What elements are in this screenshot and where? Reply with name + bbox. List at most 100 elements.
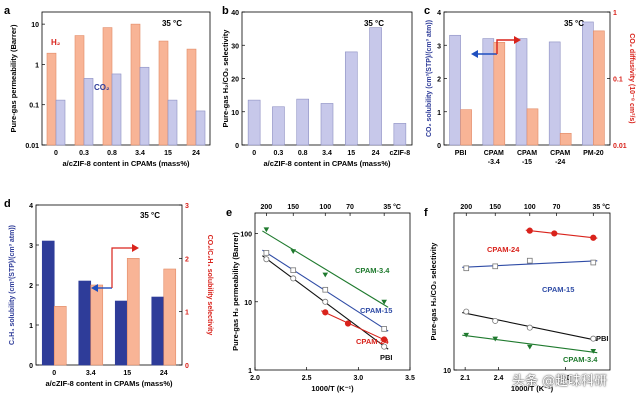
- y-axis-label: C₂H₄ solubility (cm³(STP)/(cm³ atm)): [9, 225, 16, 345]
- arrow-blue-head: [91, 284, 98, 292]
- top-temperature-label: 35 °C: [592, 203, 610, 211]
- bar-h2-co2-selectivity: [296, 98, 310, 146]
- x-tick-label: 2.4: [494, 375, 504, 382]
- bar-h2-permeability: [74, 35, 85, 146]
- data-point-pbi: [492, 317, 499, 324]
- bar-c2h4-solubility: [151, 296, 165, 366]
- data-point-cpam-3-4: [590, 348, 597, 354]
- top-temperature-label: 100: [524, 204, 536, 211]
- panel-letter: c: [424, 5, 430, 17]
- y-tick-label: 30: [231, 43, 239, 50]
- fit-line-cpam-15: [462, 260, 598, 268]
- x-tick-label: 0: [52, 370, 56, 377]
- bar-co2-c2h4-selectivity: [90, 284, 104, 366]
- bar-co2-diffusivity: [493, 42, 506, 146]
- fit-line-cpam-3-4: [262, 230, 389, 308]
- y-tick-label-right: 0.01: [613, 143, 627, 150]
- top-temperature-label: 150: [287, 204, 299, 211]
- data-point-cpam-24: [322, 309, 329, 316]
- bar-co2-permeability: [167, 99, 178, 146]
- top-temperature-label: 70: [553, 204, 561, 211]
- bar-h2-permeability: [186, 48, 197, 146]
- data-point-cpam-15: [590, 259, 597, 266]
- y-tick-label: 10: [231, 110, 239, 117]
- bar-c2h4-solubility: [78, 280, 92, 366]
- bar-h2-co2-selectivity: [320, 103, 334, 146]
- y-tick-label-right: 0: [185, 363, 189, 370]
- bar-co2-diffusivity: [593, 30, 605, 146]
- y-axis-label: Pure-gas H₂ permeability (Barrer): [231, 232, 240, 351]
- y-tick-label-right: 1: [613, 10, 617, 17]
- data-point-cpam-24: [551, 230, 558, 237]
- legend-h2: H₂: [51, 38, 61, 47]
- data-point-cpam-24: [526, 227, 533, 234]
- x-tick-label: CPAM: [484, 150, 504, 157]
- bar-h2-permeability: [158, 40, 169, 146]
- bar-h2-co2-selectivity: [369, 27, 382, 146]
- bar-co2-diffusivity: [460, 109, 472, 146]
- y-tick-label-right: 3: [185, 203, 189, 210]
- x-tick-label: 24: [192, 150, 200, 157]
- y-tick-label: 0: [437, 143, 441, 150]
- y-tick-label: 2: [29, 283, 33, 290]
- x-tick-label: 0.3: [79, 150, 89, 157]
- y-axis-label: Pure-gas H₂/CO₂ selectivity: [429, 242, 438, 341]
- top-temperature-label: 200: [460, 204, 472, 211]
- x-tick-label: PBI: [455, 150, 467, 157]
- x-tick-label: 0.8: [107, 150, 117, 157]
- x-tick-label: cZIF-8: [390, 150, 411, 157]
- x-axis-label: a/cZIF-8 content in CPAMs (mass%): [46, 379, 173, 388]
- data-point-cpam-3-4: [463, 332, 470, 338]
- data-point-cpam-15: [463, 265, 470, 272]
- panel-e-frame: [254, 212, 411, 371]
- bar-h2-permeability: [46, 52, 57, 146]
- bar-co2-c2h4-selectivity: [53, 306, 67, 366]
- data-point-cpam-3-4: [263, 227, 270, 233]
- bar-co2-permeability: [139, 66, 150, 146]
- data-point-cpam-24: [381, 336, 388, 343]
- x-axis-label: a/cZIF-8 content in CPAMs (mass%): [264, 159, 391, 168]
- y-tick-label: 40: [231, 10, 239, 17]
- x-tick-label: 2.5: [302, 375, 312, 382]
- x-tick-label: CPAM: [517, 150, 537, 157]
- bar-co2-permeability: [111, 73, 122, 146]
- y-tick-label: 4: [29, 203, 33, 210]
- x-tick-label: 0.8: [298, 150, 308, 157]
- y-tick-label: 0.01: [25, 143, 39, 150]
- data-point-cpam-3-4: [526, 344, 533, 350]
- data-point-cpam-3-4: [492, 336, 499, 342]
- y-axis-label-right: CO₂/C₂H₄ solubility selectivity: [206, 235, 213, 336]
- arrow-red-head: [514, 36, 521, 44]
- bar-co2-diffusivity: [559, 132, 572, 146]
- temperature-label: 35 °C: [162, 19, 182, 28]
- fit-line-cpam-24: [525, 229, 598, 239]
- panel-a-frame: [41, 11, 211, 146]
- data-point-cpam-15: [492, 263, 499, 270]
- y-tick-label-right: 2: [185, 256, 189, 263]
- legend-co2: CO₂: [94, 83, 110, 92]
- data-point-pbi: [322, 298, 329, 305]
- x-tick-label: 15: [164, 150, 172, 157]
- y-tick-label: 1: [35, 62, 39, 69]
- bar-h2-co2-selectivity: [247, 99, 261, 146]
- bar-co2-diffusivity: [526, 108, 539, 146]
- y-tick-label: 1: [437, 110, 441, 117]
- fit-line-cpam-3-4: [462, 334, 598, 354]
- x-tick-label: -15: [522, 159, 532, 166]
- data-point-cpam-24: [590, 234, 597, 241]
- x-tick-label: 2.1: [460, 375, 470, 382]
- data-point-pbi: [590, 335, 597, 342]
- y-tick-label: 10: [443, 368, 451, 375]
- bar-h2-co2-selectivity: [393, 123, 407, 146]
- bar-h2-co2-selectivity: [344, 51, 358, 146]
- bar-co2-permeability: [195, 110, 206, 146]
- y-tick-label-right: 1: [185, 310, 189, 317]
- temperature-label: 35 °C: [140, 211, 160, 220]
- data-point-cpam-15: [263, 250, 270, 256]
- data-point-cpam-3-4: [381, 299, 387, 305]
- series-label: CPAM-3.4: [563, 355, 598, 364]
- arrow-red-head: [132, 244, 139, 252]
- y-axis-label: Pure-gas permeability (Barrer): [9, 24, 18, 132]
